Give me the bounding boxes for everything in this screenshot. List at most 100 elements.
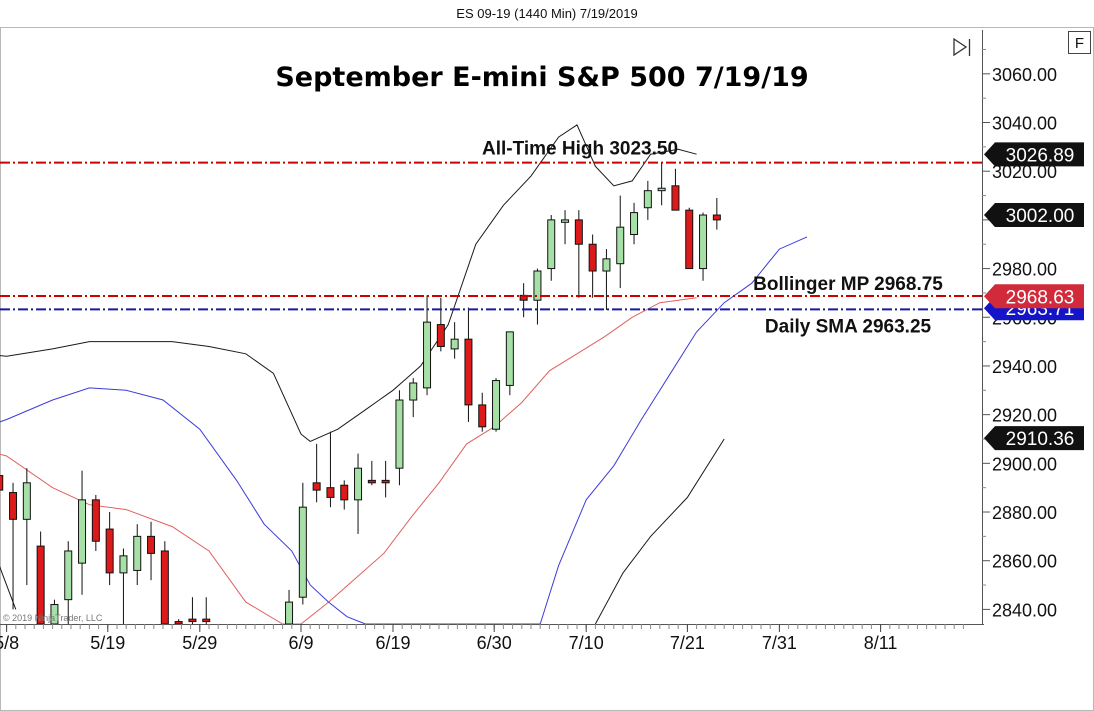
bollinger-lower-band [0,566,17,610]
candle-body-up [450,338,459,350]
x-tick-label: 7/31 [762,633,797,653]
ath-level-label: All-Time High 3023.50 [482,139,678,160]
candle-body-up [64,550,73,601]
candle-body-up [285,601,294,624]
y-tick-label: 2880.00 [992,503,1057,523]
candle-body-down [202,618,211,623]
candle-body-down [326,487,335,498]
candle-body-up [547,219,556,270]
candle [533,268,542,325]
candle [616,195,625,289]
candle-body-down [147,535,156,554]
candle [699,212,708,281]
candle-body-down [36,545,45,624]
candle-body-down [367,479,376,484]
x-tick-label: 8/11 [864,633,898,653]
candle [354,453,363,534]
candle [671,168,680,211]
candle [685,207,694,270]
bollinger-level-label: Bollinger MP 2968.75 [753,274,943,295]
candle [312,443,321,503]
y-tick-label: 2840.00 [992,600,1057,620]
candle-body-down [712,214,721,221]
candle [588,234,597,298]
candle-body-up [492,380,501,430]
candle [643,180,652,220]
candle [340,480,349,510]
candle-body-down [105,528,114,574]
candle-body-up [78,499,87,564]
candle-body-down [588,243,597,272]
candle-body-up [22,482,31,520]
candle [574,210,583,298]
candle-body-up [395,399,404,469]
x-axis: 5/8 5/19 5/29 6/9 6/19 6/30 7/10 7/21 7/31 8/11 [0,624,964,653]
candle [147,521,156,581]
candles [0,162,721,624]
candle-body-down [464,338,473,406]
chart-title: September E-mini S&P 500 7/19/19 [275,62,808,93]
candle-body-down [436,324,445,347]
candle-body-up [505,331,514,386]
lower-band-badge-text: 2910.36 [1006,429,1075,450]
candle-body-up [133,535,142,571]
candle [133,524,142,586]
candle-body-up [657,187,666,192]
candle [505,331,514,396]
lower-band-tail [594,438,725,624]
bollinger-price-badge-shape [984,284,1084,309]
y-tick-label: 3020.00 [992,162,1057,182]
x-tick-label: 6/19 [375,633,410,653]
candle [602,249,611,310]
candle-body-up [616,226,625,265]
bollinger-upper-band [0,124,697,442]
f-button-label: F [1075,35,1084,52]
candle-body-up [533,270,542,301]
last-price-badge-text: 3002.00 [1006,206,1075,227]
bollinger-midline [0,297,697,624]
indicator-lines [0,124,808,624]
bollinger-price-badge-text: 2968.63 [1006,287,1075,308]
y-tick-label: 2860.00 [992,552,1057,572]
last-price-badge-shape [984,203,1084,228]
candle-body-down [381,479,390,484]
candle [22,468,31,586]
candle [381,460,390,498]
candle-body-down [160,550,169,624]
y-tick-label: 3040.00 [992,114,1057,134]
sma-level-label: Daily SMA 2963.25 [765,316,932,337]
candle-body-up [630,212,639,235]
candle [561,210,570,245]
candle [202,597,211,624]
f-button[interactable]: F [1068,31,1091,54]
candle [188,597,197,624]
candle [64,541,73,624]
scroll-to-end-button[interactable] [950,36,976,58]
level-labels: All-Time High 3023.50 Bollinger MP 2968.7… [482,139,943,338]
candle [91,494,100,551]
bollinger-price-badge: 2968.63 [984,284,1084,309]
window-title: ES 09-19 (1440 Min) 7/19/2019 [456,6,637,21]
candle-body-down [671,185,680,211]
last-price-badge: 3002.00 [984,203,1084,228]
candle [119,548,128,624]
candle [423,295,432,396]
candle [78,470,87,595]
candle [409,378,418,418]
lower-band-badge-shape [984,426,1084,451]
candle-body-up [409,382,418,401]
copyright-note: © 2019 NinjaTrader, LLC [3,613,103,623]
candle-body-up [699,214,708,270]
y-tick-label: 2980.00 [992,260,1057,280]
candle-body-up [119,555,128,574]
candle [492,378,501,432]
candle-body-down [685,209,694,270]
candle-body-up [50,604,59,624]
candle-body-down [9,492,18,520]
x-tick-label: 7/21 [670,633,705,653]
candle-body-up [354,467,363,501]
y-tick-label: 2900.00 [992,454,1057,474]
y-tick-label: 3060.00 [992,65,1057,85]
